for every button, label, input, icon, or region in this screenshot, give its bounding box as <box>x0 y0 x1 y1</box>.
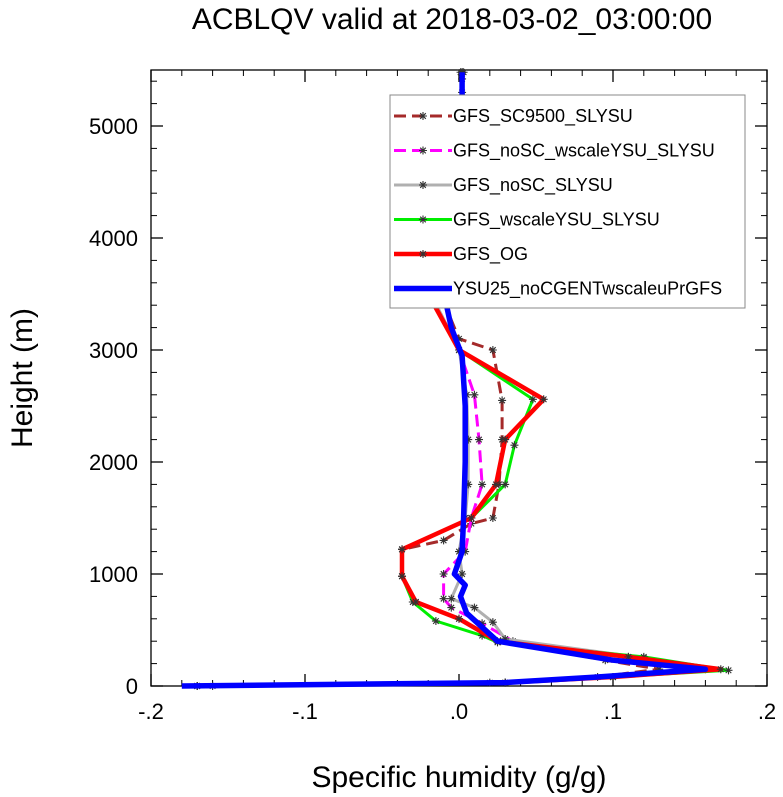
series-marker <box>439 570 448 578</box>
series-marker <box>464 480 473 489</box>
series-marker <box>488 618 497 627</box>
series-marker <box>655 665 664 674</box>
series-marker <box>411 598 420 606</box>
y-tick-label: 5000 <box>89 114 138 139</box>
y-axis: 0 1000 2000 3000 4000 5000 <box>89 80 767 699</box>
legend-box <box>389 94 746 309</box>
legend-label: GFS_noSC_SLYSU <box>453 175 613 196</box>
series-marker <box>458 570 467 578</box>
series-marker <box>478 631 487 640</box>
series-marker <box>447 594 456 603</box>
series-marker <box>470 390 479 399</box>
y-axis-label: Height (m) <box>6 308 39 448</box>
series-marker <box>419 215 427 224</box>
series-marker <box>447 603 456 612</box>
series-marker <box>419 181 427 189</box>
series-marker <box>624 652 633 661</box>
series-marker <box>539 395 548 404</box>
x-tick-label: -.1 <box>292 699 318 724</box>
series-marker <box>716 665 725 674</box>
x-axis-label: Specific humidity (g/g) <box>311 761 606 794</box>
y-tick-label: 4000 <box>89 226 138 251</box>
series-marker <box>398 572 407 581</box>
series-marker <box>419 250 427 258</box>
series-marker <box>439 594 448 603</box>
legend-label: GFS_wscaleYSU_SLYSU <box>453 210 660 231</box>
legend-label: YSU25_noCGENTwscaleuPrGFS <box>453 279 722 300</box>
series-marker <box>464 435 473 444</box>
series-marker <box>478 619 487 628</box>
series-marker <box>455 614 463 623</box>
series-marker <box>488 346 497 354</box>
legend-label: GFS_OG <box>453 244 528 265</box>
y-tick-label: 3000 <box>89 338 138 363</box>
series-marker <box>398 545 407 554</box>
series-marker <box>528 395 537 404</box>
series-marker <box>498 396 507 405</box>
legend-label: GFS_SC9500_SLYSU <box>453 106 633 127</box>
y-tick-label: 0 <box>126 674 138 699</box>
y-tick-label: 1000 <box>89 562 138 587</box>
series-marker <box>501 435 510 444</box>
series-marker <box>724 666 733 675</box>
x-tick-label: .1 <box>604 699 622 724</box>
series-marker <box>467 514 476 522</box>
series-marker <box>455 547 463 556</box>
series-marker <box>488 514 497 522</box>
series-marker <box>419 146 427 155</box>
series-marker <box>439 536 448 545</box>
legend-label: GFS_noSC_wscaleYSU_SLYSU <box>453 141 715 162</box>
series-marker <box>501 480 510 489</box>
x-tick-label: -.2 <box>138 699 164 724</box>
y-tick-label: 2000 <box>89 450 138 475</box>
chart-title: ACBLQV valid at 2018-03-02_03:00:00 <box>192 3 712 36</box>
series-marker <box>455 334 463 343</box>
series-marker <box>501 634 510 643</box>
x-tick-label: .2 <box>758 699 776 724</box>
series-marker <box>431 617 440 626</box>
series-marker <box>470 603 479 612</box>
legend: GFS_SC9500_SLYSU GFS_noSC_wscaleYSU_SLYSU… <box>389 94 746 309</box>
series-marker <box>475 435 484 444</box>
series-marker <box>491 480 500 489</box>
series-marker <box>510 441 519 450</box>
x-tick-label: .0 <box>450 699 468 724</box>
series-marker <box>419 112 427 120</box>
series-marker <box>478 480 487 489</box>
series-marker <box>461 547 470 556</box>
